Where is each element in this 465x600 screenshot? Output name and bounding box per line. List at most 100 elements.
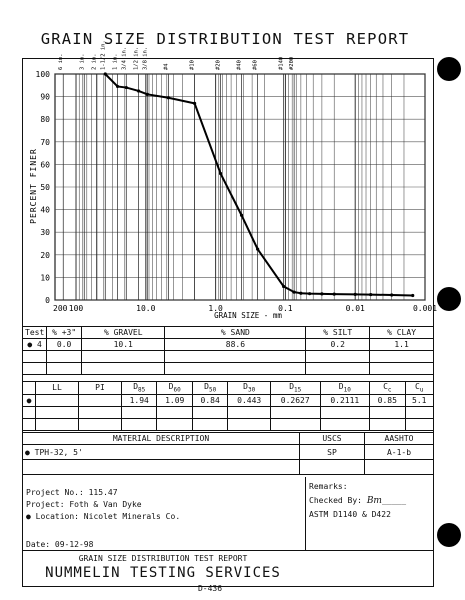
x-tick-label: 0.01 — [346, 304, 365, 313]
composition-table: Test % +3" % GRAVEL % SAND % SILT % CLAY… — [21, 326, 434, 375]
page-label: D-436 — [197, 584, 223, 593]
binder-hole-top — [437, 57, 461, 81]
footer-report-title: GRAIN SIZE DISTRIBUTION TEST REPORT — [78, 554, 248, 563]
header-d30: D30 — [227, 381, 271, 395]
checker-signature: Bm — [366, 496, 382, 506]
header-clay: % CLAY — [369, 326, 434, 339]
x-tick-label: 0.001 — [413, 304, 437, 313]
y-tick-label: 20 — [40, 251, 50, 260]
sieve-label: 3/8 in. — [142, 47, 148, 70]
cell-d30: 0.443 — [227, 393, 271, 407]
header-d85: D85 — [120, 381, 158, 395]
y-axis-label: PERCENT FINER — [29, 148, 38, 224]
sieve-label: #4 — [163, 63, 169, 70]
data-point — [411, 293, 415, 298]
cell-d15: 0.2627 — [269, 393, 321, 407]
y-tick-label: 0 — [45, 296, 50, 305]
y-tick-label: 80 — [40, 115, 50, 124]
properties-empty-row — [22, 417, 435, 431]
y-tick-label: 70 — [40, 138, 50, 147]
sieve-label: #200 — [289, 57, 295, 70]
cell-d60: 1.09 — [156, 393, 193, 407]
data-point — [192, 101, 197, 105]
project-name: Project: Foth & Van Dyke — [26, 500, 142, 509]
data-point — [299, 291, 303, 295]
project-info: Project No.: 115.47 Project: Foth & Van … — [26, 487, 180, 523]
y-tick-label: 100 — [36, 70, 51, 79]
uscs-header: USCS — [299, 432, 365, 445]
cell-cc: 0.85 — [369, 393, 406, 407]
cell-silt: 0.2 — [305, 338, 371, 351]
data-point — [332, 292, 336, 296]
data-point — [166, 96, 170, 100]
y-tick-label: 40 — [40, 206, 50, 215]
data-point — [218, 171, 223, 176]
company-name: NUMMELIN TESTING SERVICES — [45, 565, 281, 581]
data-point — [136, 89, 141, 93]
checked-by: Checked By: Bm_____ — [309, 496, 407, 506]
aashto-value: A-1-b — [364, 444, 434, 460]
y-tick-label: 50 — [40, 183, 50, 192]
sieve-label: 1-1/2 in. — [100, 40, 106, 70]
header-plus3: % +3" — [46, 326, 83, 339]
sieve-label: 6 in. — [58, 53, 64, 70]
cell-d50: 0.84 — [191, 393, 229, 407]
composition-data-row: ● 4 0.0 10.1 88.6 0.2 1.1 — [21, 338, 434, 351]
uscs-value: SP — [299, 444, 365, 460]
remarks-block: Remarks: Checked By: Bm_____ ASTM D1140 … — [309, 480, 406, 522]
data-point — [103, 72, 107, 76]
sieve-label: #20 — [216, 60, 222, 70]
x-tick-label: 200 — [53, 304, 68, 313]
x-tick-label: 0.1 — [278, 304, 293, 313]
composition-header-row: Test % +3" % GRAVEL % SAND % SILT % CLAY — [21, 326, 434, 339]
y-tick-label: 60 — [40, 160, 50, 169]
data-point — [390, 293, 394, 297]
header-d50: D50 — [191, 381, 229, 395]
aashto-header: AASHTO — [364, 432, 434, 445]
footer-block — [22, 550, 432, 586]
data-point — [124, 85, 128, 90]
binder-hole-middle — [437, 287, 461, 311]
project-location: ● Location: Nicolet Minerals Co. — [26, 512, 181, 521]
header-d10: D10 — [319, 381, 371, 395]
header-cu: Cu — [404, 381, 435, 395]
header-ll: LL — [35, 381, 79, 395]
header-pi: PI — [78, 381, 122, 395]
cell-ll — [35, 393, 79, 407]
header-silt: % SILT — [305, 326, 371, 339]
header-d60: D60 — [156, 381, 193, 395]
cell-test: ● 4 — [21, 338, 48, 351]
y-tick-label: 90 — [40, 93, 50, 102]
data-point — [320, 292, 324, 296]
material-description-header: MATERIAL DESCRIPTION — [22, 432, 300, 445]
y-tick-label: 10 — [40, 273, 50, 282]
sieve-label: 1/2 in. — [134, 47, 140, 70]
cell-cu: 5.1 — [404, 393, 435, 407]
chart-series — [103, 72, 415, 298]
data-point — [292, 290, 296, 294]
cell-clay: 1.1 — [369, 338, 434, 351]
sieve-label: #40 — [237, 60, 243, 70]
data-point — [115, 84, 120, 89]
remarks-label: Remarks: — [309, 482, 348, 491]
data-point — [282, 284, 286, 289]
cell-gravel: 10.1 — [81, 338, 166, 351]
astm-standards: ASTM D1140 & D422 — [309, 510, 391, 519]
data-point — [256, 247, 260, 251]
cell-d10: 0.2111 — [319, 393, 371, 407]
sieve-label: #60 — [253, 60, 259, 70]
cell-d85: 1.94 — [120, 393, 158, 407]
x-tick-label: 10.0 — [136, 304, 155, 313]
properties-empty-row — [22, 405, 435, 419]
x-tick-label: 1.0 — [208, 304, 223, 313]
data-point — [239, 213, 244, 217]
series-line — [104, 73, 413, 297]
composition-empty-row — [21, 362, 434, 375]
properties-table: LL PI D85 D60 D50 D30 D15 D10 Cc Cu ● 1.… — [22, 381, 435, 431]
x-tick-label: 100 — [69, 304, 84, 313]
cell-plus3: 0.0 — [46, 338, 83, 351]
material-table: MATERIAL DESCRIPTION USCS AASHTO ● TPH-3… — [22, 432, 434, 475]
report-frame — [22, 58, 434, 587]
header-cc: Cc — [369, 381, 406, 395]
